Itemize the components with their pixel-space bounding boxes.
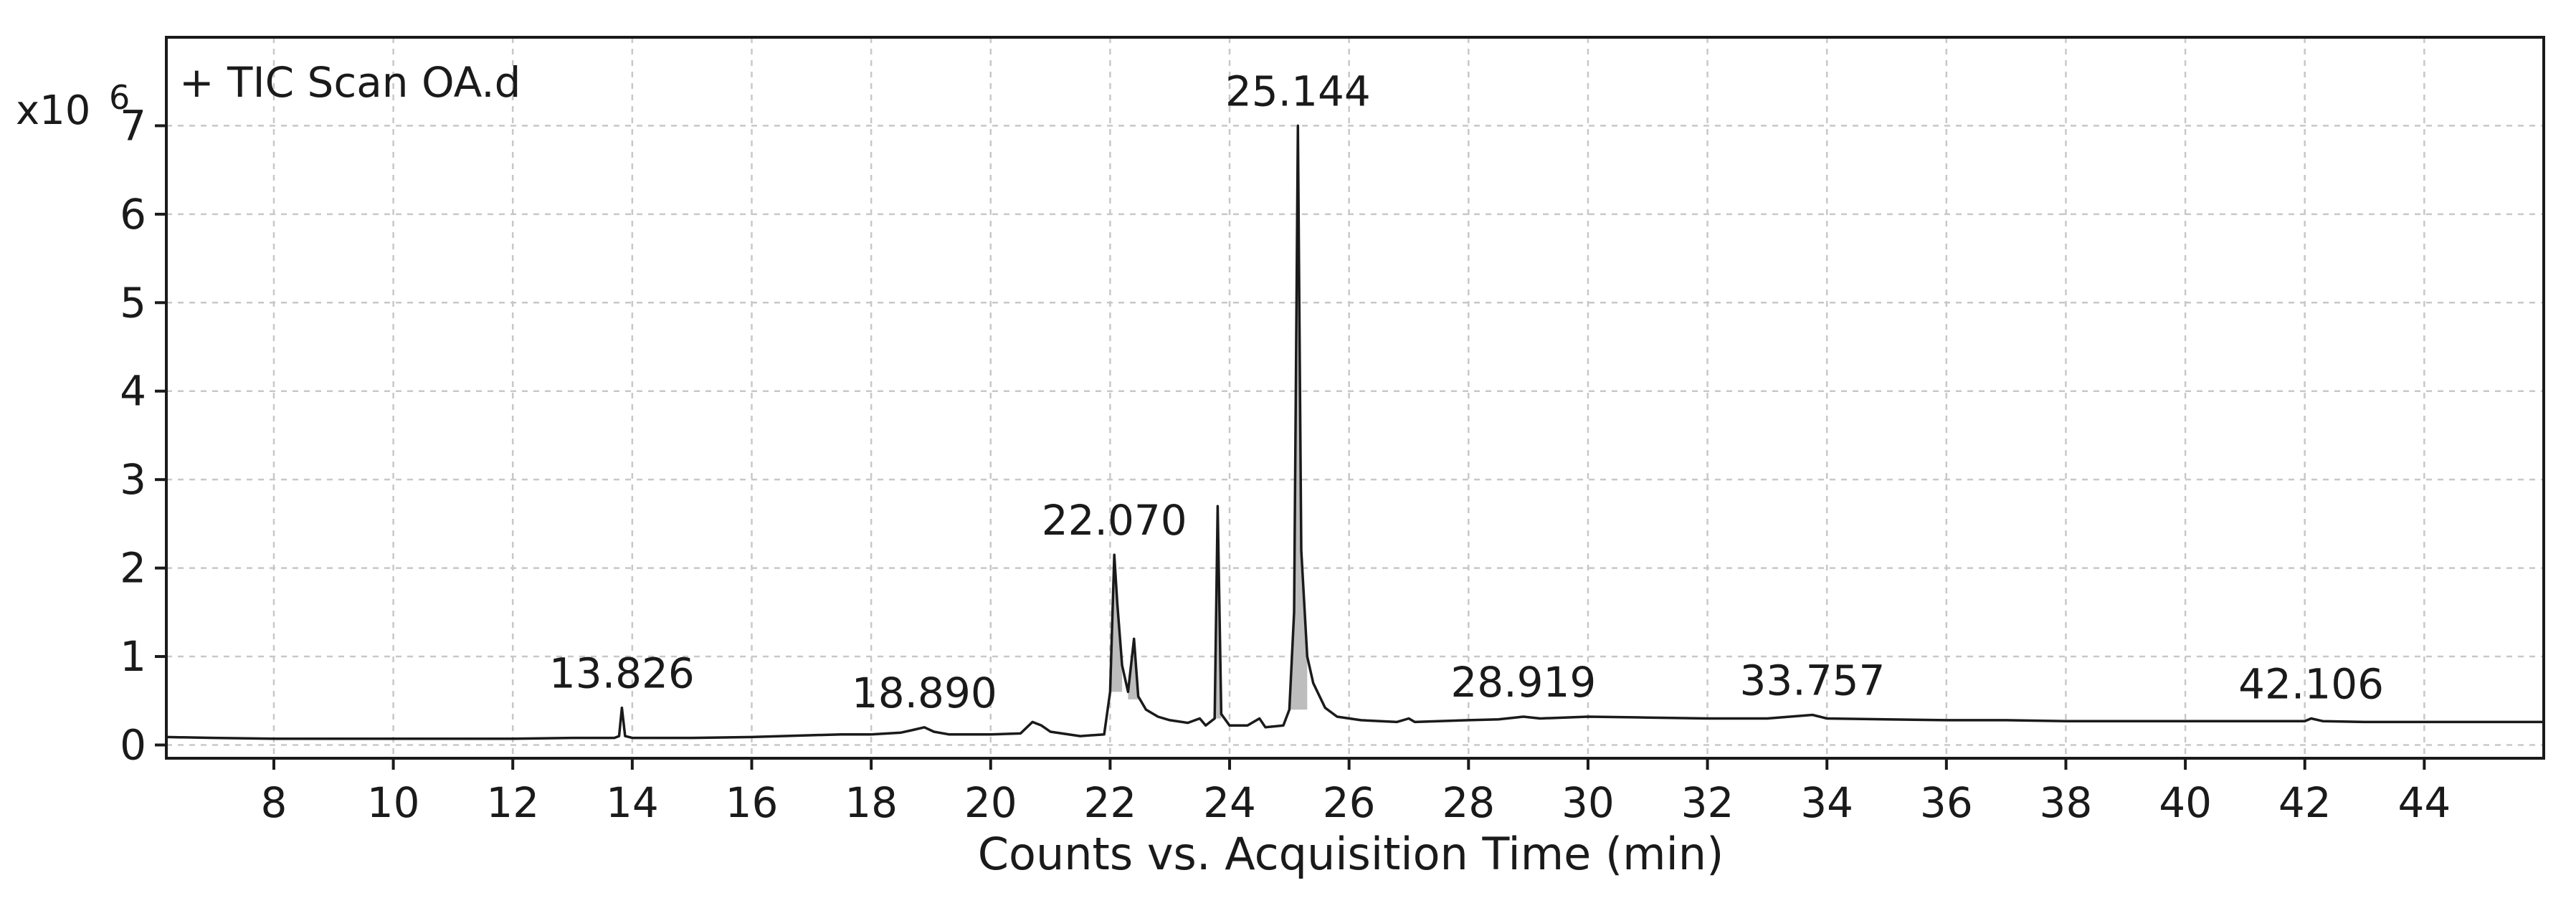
peak-fill-0 <box>1110 555 1123 692</box>
x-tick-label-6: 20 <box>964 778 1017 827</box>
peak-label-2: 22.070 <box>1042 496 1187 545</box>
x-tick-label-3: 14 <box>606 778 659 827</box>
peak-label-6: 42.106 <box>2238 659 2384 708</box>
y-tick-label-3: 3 <box>120 455 146 504</box>
x-tick-label-11: 30 <box>1562 778 1615 827</box>
peak-label-3: 25.144 <box>1225 67 1371 115</box>
plot-frame <box>165 36 2545 760</box>
y-tick-label-4: 4 <box>120 367 146 416</box>
x-tick-label-2: 12 <box>486 778 539 827</box>
y-tick-label-5: 5 <box>120 278 146 327</box>
x-tick-label-9: 26 <box>1323 778 1376 827</box>
peak-label-5: 33.757 <box>1739 656 1885 705</box>
x-tick-label-16: 40 <box>2159 778 2212 827</box>
y-axis-ticks: 0 1 2 3 4 5 6 7 <box>120 101 166 769</box>
peak-label-4: 28.919 <box>1450 658 1596 707</box>
grid-lines <box>166 37 2544 758</box>
y-tick-label-2: 2 <box>120 544 146 593</box>
x-tick-label-7: 22 <box>1083 778 1136 827</box>
y-tick-label-6: 6 <box>120 190 146 239</box>
x-tick-label-1: 10 <box>367 778 420 827</box>
x-axis-label: Counts vs. Acquisition Time (min) <box>978 828 1724 880</box>
x-tick-label-4: 16 <box>726 778 779 827</box>
y-tick-label-0: 0 <box>120 720 146 769</box>
x-tick-label-17: 42 <box>2278 778 2332 827</box>
x-axis-ticks: 8 10 12 14 16 18 20 22 24 26 28 30 32 34 36 38 40 42 44 <box>261 758 2451 827</box>
x-tick-label-15: 38 <box>2040 778 2093 827</box>
x-tick-label-10: 28 <box>1442 778 1495 827</box>
y-tick-label-1: 1 <box>120 632 146 681</box>
peak-label-1: 18.890 <box>852 669 997 717</box>
x-tick-label-13: 34 <box>1800 778 1853 827</box>
peak-label-0: 13.826 <box>549 649 695 698</box>
x-tick-label-0: 8 <box>261 778 287 827</box>
x-tick-label-5: 18 <box>845 778 898 827</box>
peak-annotations: 13.826 18.890 22.070 25.144 28.919 33.757 42.1… <box>549 67 2384 717</box>
y-axis-exponent: 6 <box>109 78 130 117</box>
tic-trace-line <box>166 124 2544 740</box>
y-tick-label-7: 7 <box>120 101 146 150</box>
x-tick-label-12: 32 <box>1681 778 1734 827</box>
x-tick-label-8: 24 <box>1203 778 1256 827</box>
y-axis-multiplier: x10 <box>16 87 90 134</box>
x-tick-label-18: 44 <box>2397 778 2451 827</box>
peak-fill-3 <box>1289 125 1308 710</box>
x-tick-label-14: 36 <box>1920 778 1973 827</box>
chart-title: + TIC Scan OA.d <box>179 58 521 107</box>
